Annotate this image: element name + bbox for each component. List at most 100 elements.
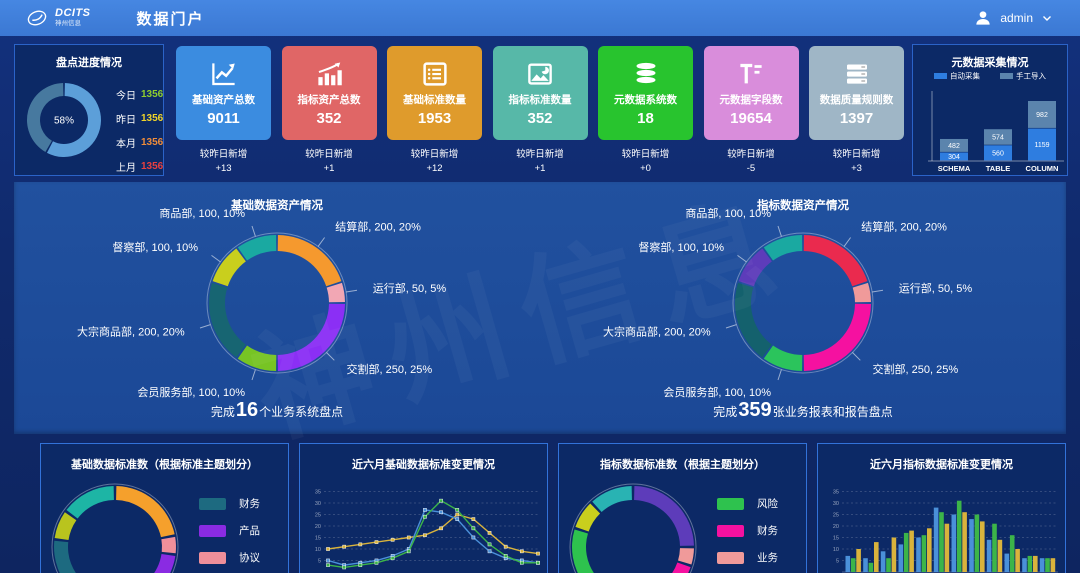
bar [980,521,985,572]
donut-segment [672,562,691,573]
bar [898,544,904,572]
standards-donut-chart [51,483,179,573]
bar-value: 482 [948,143,960,150]
bar [1045,558,1050,572]
bar [1033,555,1038,572]
kpi-label: 基础标准数量 [403,94,466,106]
legend-swatch [199,551,226,564]
kpi-delta: 较昨日新增 +1 [282,148,377,177]
kpi-card[interactable]: 元数据字段数 19654 较昨日新增 -5 [703,46,799,177]
kpi-delta-label: 较昨日新增 [199,149,248,160]
bar-segment [940,152,968,161]
chevron-down-icon [1040,11,1054,25]
data-point [374,540,379,544]
bar-segment [1028,101,1056,128]
stat-value: 1356 [141,113,164,124]
donut-segment [326,282,345,303]
bar [903,532,909,572]
bar [1039,558,1045,572]
kpi-card[interactable]: 基础标准数量 1953 较昨日新增 +12 [387,46,482,177]
donut-outline [569,483,697,573]
bottom-panel: 近六月基础数据标准变更情况 5 10 15 20 25 30 35 [299,443,548,573]
data-point [326,547,330,551]
legend-swatch [717,551,744,564]
user-menu[interactable]: admin [973,8,1054,28]
logo-subtitle: 神州信息 [55,20,81,28]
bar-value: 304 [948,154,960,161]
donut-callout-label: 结算部, 200, 20% [335,220,421,234]
donut-segment [763,235,803,261]
donut-segment [208,282,246,358]
donut-callout-label: 运行部, 50, 5% [373,281,447,295]
y-tick-label: 10 [833,547,839,553]
bar [909,530,914,572]
donut-callout-label: 交割部, 250, 25% [347,362,433,376]
data-point [342,544,347,549]
donut-callout-label: 督察部, 100, 10% [112,240,198,254]
bar [921,535,927,572]
line-series [327,509,539,566]
donut-segment [572,529,594,573]
logo-title: DCITS [55,7,91,20]
donut-segment [575,503,601,532]
bar [868,562,874,572]
stat-value: 1356 [141,89,164,100]
standards-panels-row: 基础数据标准数（根据标准主题划分）财务产品协议资产员工近六月基础数据标准变更情况… [40,443,1066,573]
kpi-label: 元数据字段数 [719,94,783,106]
data-point [406,535,411,540]
data-point [455,517,460,521]
standards-line-chart: 5 10 15 20 25 30 35 [315,490,540,570]
donut-callout-label: 商品部, 100, 10% [159,208,245,220]
donut-segment [277,303,345,371]
bar [874,542,879,572]
y-tick-label: 35 [833,490,839,496]
panel-title: 基础数据标准数（根据标准主题划分） [71,459,258,471]
y-tick-label: 20 [315,524,321,530]
asset-summary: 完成359张业务报表和报告盘点 [540,399,1066,422]
asset-panel: 基础数据资产情况 结算部, 200, 20% 运行部, 50, 5% 交割部, 250… [14,182,540,434]
standards-bar-chart: 5 10 15 20 25 30 35 [833,490,1058,573]
kpi-delta-value: +1 [323,163,335,175]
panel-title: 元数据采集情况 [951,57,1029,69]
kpi-value: 1953 [417,110,452,127]
legend-label: 协议 [239,552,260,564]
metadata-collection-chart: 自动采集 手工导入 304 482 SCHEMA 560 574 TABLE 1159 982 CO… [914,66,1068,176]
legend-label: 财务 [757,525,778,537]
legend-swatch [199,524,226,537]
kpi-value: 18 [637,110,654,127]
data-point [455,512,460,517]
panel-title: 基础数据资产情况 [231,200,323,212]
donut-callout-label: 运行部, 50, 5% [899,281,973,295]
kpi-delta: 较昨日新增 +12 [387,148,482,177]
legend-label: 风险 [757,498,778,510]
data-point [439,510,443,515]
data-point [423,533,427,538]
legend-swatch [717,524,744,537]
donut-segment [154,553,176,573]
data-point [374,560,379,565]
data-point [342,565,347,570]
data-point [487,531,492,535]
data-point [455,508,460,512]
donut-outline [51,483,179,573]
bar-value: 560 [992,151,1004,158]
kpi-label: 数据质量规则数 [819,94,894,106]
kpi-card[interactable]: 元数据系统数 18 较昨日新增 +0 [598,46,693,177]
data-point [536,551,540,556]
inventory-progress-panel: 盘点进度情况 58% 今日 1356 昨日 1356 本月 1356 上月 1356 [14,44,164,176]
bar [1027,555,1033,572]
progress-stat: 上月 1356 [116,159,163,174]
donut-segment [803,235,868,287]
donut-outline [206,232,348,374]
progress-stat: 本月 1356 [116,135,163,150]
panel-title: 指标数据标准数（根据主题划分） [600,459,765,471]
kpi-card[interactable]: 指标标准数量 352 较昨日新增 +1 [492,46,588,177]
bar-segment [940,138,968,152]
data-point [423,508,427,512]
kpi-card[interactable]: 指标资产总数 352 较昨日新增 +1 [281,46,377,177]
kpi-card[interactable]: 数据质量规则数 1397 较昨日新增 +3 [809,46,904,177]
donut-segment [66,486,114,519]
bar [927,528,932,572]
bar [1004,553,1010,572]
kpi-card[interactable]: 基础资产总数 9011 较昨日新增 +13 [176,46,271,177]
